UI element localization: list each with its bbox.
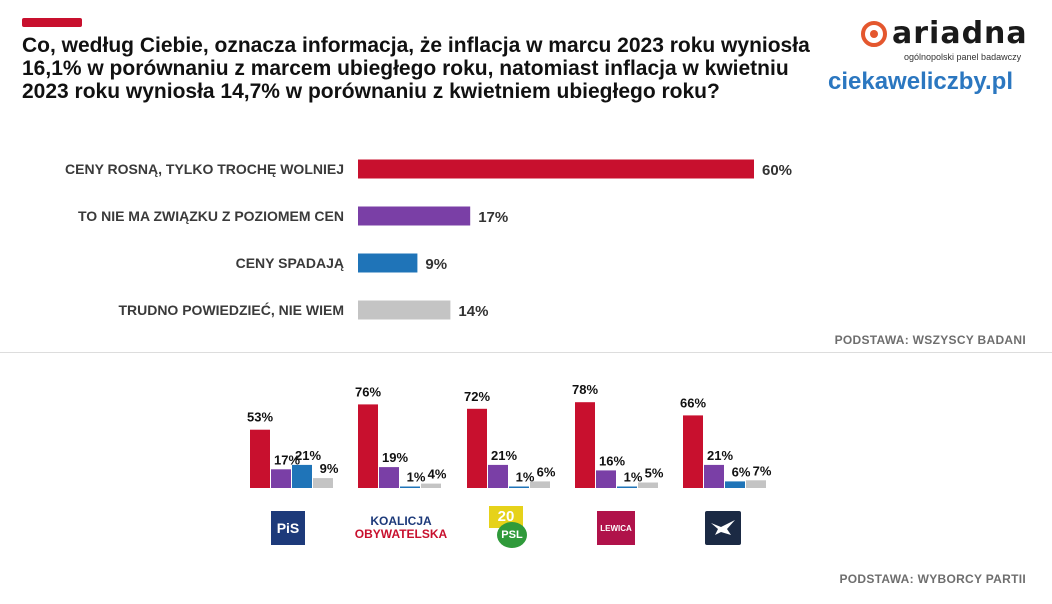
bar bbox=[292, 464, 312, 488]
ko-logo-line2: OBYWATELSKA bbox=[354, 527, 448, 541]
category-label: TO NIE MA ZWIĄZKU Z POZIOMEM CEN bbox=[78, 208, 344, 224]
value-label: 4% bbox=[428, 467, 447, 482]
value-label: 60% bbox=[762, 162, 792, 179]
value-label: 6% bbox=[732, 464, 751, 479]
category-label: CENY SPADAJĄ bbox=[236, 255, 344, 271]
value-label: 21% bbox=[491, 448, 517, 463]
bar bbox=[358, 206, 471, 226]
bar bbox=[746, 480, 766, 488]
bar bbox=[617, 486, 637, 488]
ko-logo-line1: KOALICJA bbox=[370, 514, 432, 528]
category-label: TRUDNO POWIEDZIEĆ, NIE WIEM bbox=[118, 301, 344, 318]
value-label: 66% bbox=[680, 395, 706, 410]
value-label: 14% bbox=[458, 303, 488, 320]
party-logo-pis: PiS bbox=[268, 508, 308, 548]
bar bbox=[509, 486, 529, 488]
brand-name: ariadna bbox=[892, 16, 1028, 51]
divider bbox=[0, 352, 1052, 353]
bar bbox=[704, 464, 724, 488]
bar bbox=[575, 402, 595, 488]
party-logo-konfederacja bbox=[703, 508, 743, 548]
bar bbox=[379, 467, 399, 488]
bar bbox=[467, 408, 487, 488]
bar bbox=[683, 415, 703, 488]
konfederacja-eagle-icon bbox=[705, 511, 741, 545]
value-label: 9% bbox=[425, 256, 447, 273]
bar bbox=[725, 481, 745, 488]
brand-tagline: ogólnopolski panel badawczy bbox=[904, 52, 1022, 62]
value-label: 19% bbox=[382, 450, 408, 465]
bar bbox=[638, 482, 658, 488]
value-label: 53% bbox=[247, 410, 273, 425]
ariadna-logo-mark-icon bbox=[861, 21, 887, 47]
bar bbox=[271, 469, 291, 488]
basis-party-voters: PODSTAWA: WYBORCY PARTII bbox=[839, 572, 1026, 586]
bar bbox=[358, 159, 754, 179]
value-label: 1% bbox=[624, 470, 643, 485]
value-label: 21% bbox=[707, 448, 733, 463]
bar bbox=[358, 300, 451, 320]
value-label: 21% bbox=[295, 448, 321, 463]
party-logo-psl: 20 PSL bbox=[488, 506, 534, 548]
bar bbox=[421, 483, 441, 488]
value-label: 17% bbox=[274, 452, 300, 467]
bar bbox=[358, 253, 418, 273]
bar bbox=[313, 478, 333, 488]
psl-logo-text: PSL bbox=[497, 522, 527, 548]
bar bbox=[596, 470, 616, 488]
overall-bar-chart: CENY ROSNĄ, TYLKO TROCHĘ WOLNIEJ 60% TO NI… bbox=[65, 159, 792, 320]
chart-title: Co, według Ciebie, oznacza informacja, ż… bbox=[22, 34, 810, 103]
value-label: 1% bbox=[407, 470, 426, 485]
bar bbox=[358, 404, 378, 488]
value-label: 76% bbox=[355, 384, 381, 399]
category-label: CENY ROSNĄ, TYLKO TROCHĘ WOLNIEJ bbox=[65, 161, 344, 177]
value-label: 1% bbox=[516, 470, 535, 485]
accent-bar bbox=[22, 18, 82, 27]
value-label: 16% bbox=[599, 453, 625, 468]
value-label: 5% bbox=[645, 466, 664, 481]
bar bbox=[400, 486, 420, 488]
value-label: 17% bbox=[478, 209, 508, 226]
lewica-logo-text: LEWICA bbox=[597, 511, 635, 545]
value-label: 72% bbox=[464, 389, 490, 404]
bar bbox=[530, 481, 550, 488]
value-label: 78% bbox=[572, 382, 598, 397]
ariadna-logo: ariadna ogólnopolski panel badawczy bbox=[860, 16, 1030, 64]
value-label: 6% bbox=[537, 464, 556, 479]
bar bbox=[488, 464, 508, 488]
value-label: 9% bbox=[320, 461, 339, 476]
value-label: 7% bbox=[753, 463, 772, 478]
party-logo-ko: KOALICJA OBYWATELSKA bbox=[355, 508, 447, 548]
party-bar-chart: 53%17%21%9%76%19%1% 4%72%21%1% 6%78%16%1% 5… bbox=[247, 382, 772, 488]
basis-all-respondents: PODSTAWA: WSZYSCY BADANI bbox=[834, 333, 1026, 347]
party-logo-lewica: LEWICA bbox=[596, 508, 636, 548]
pis-logo-text: PiS bbox=[271, 511, 305, 545]
site-name: ciekaweliczby.pl bbox=[828, 68, 1013, 95]
bar bbox=[250, 429, 270, 488]
